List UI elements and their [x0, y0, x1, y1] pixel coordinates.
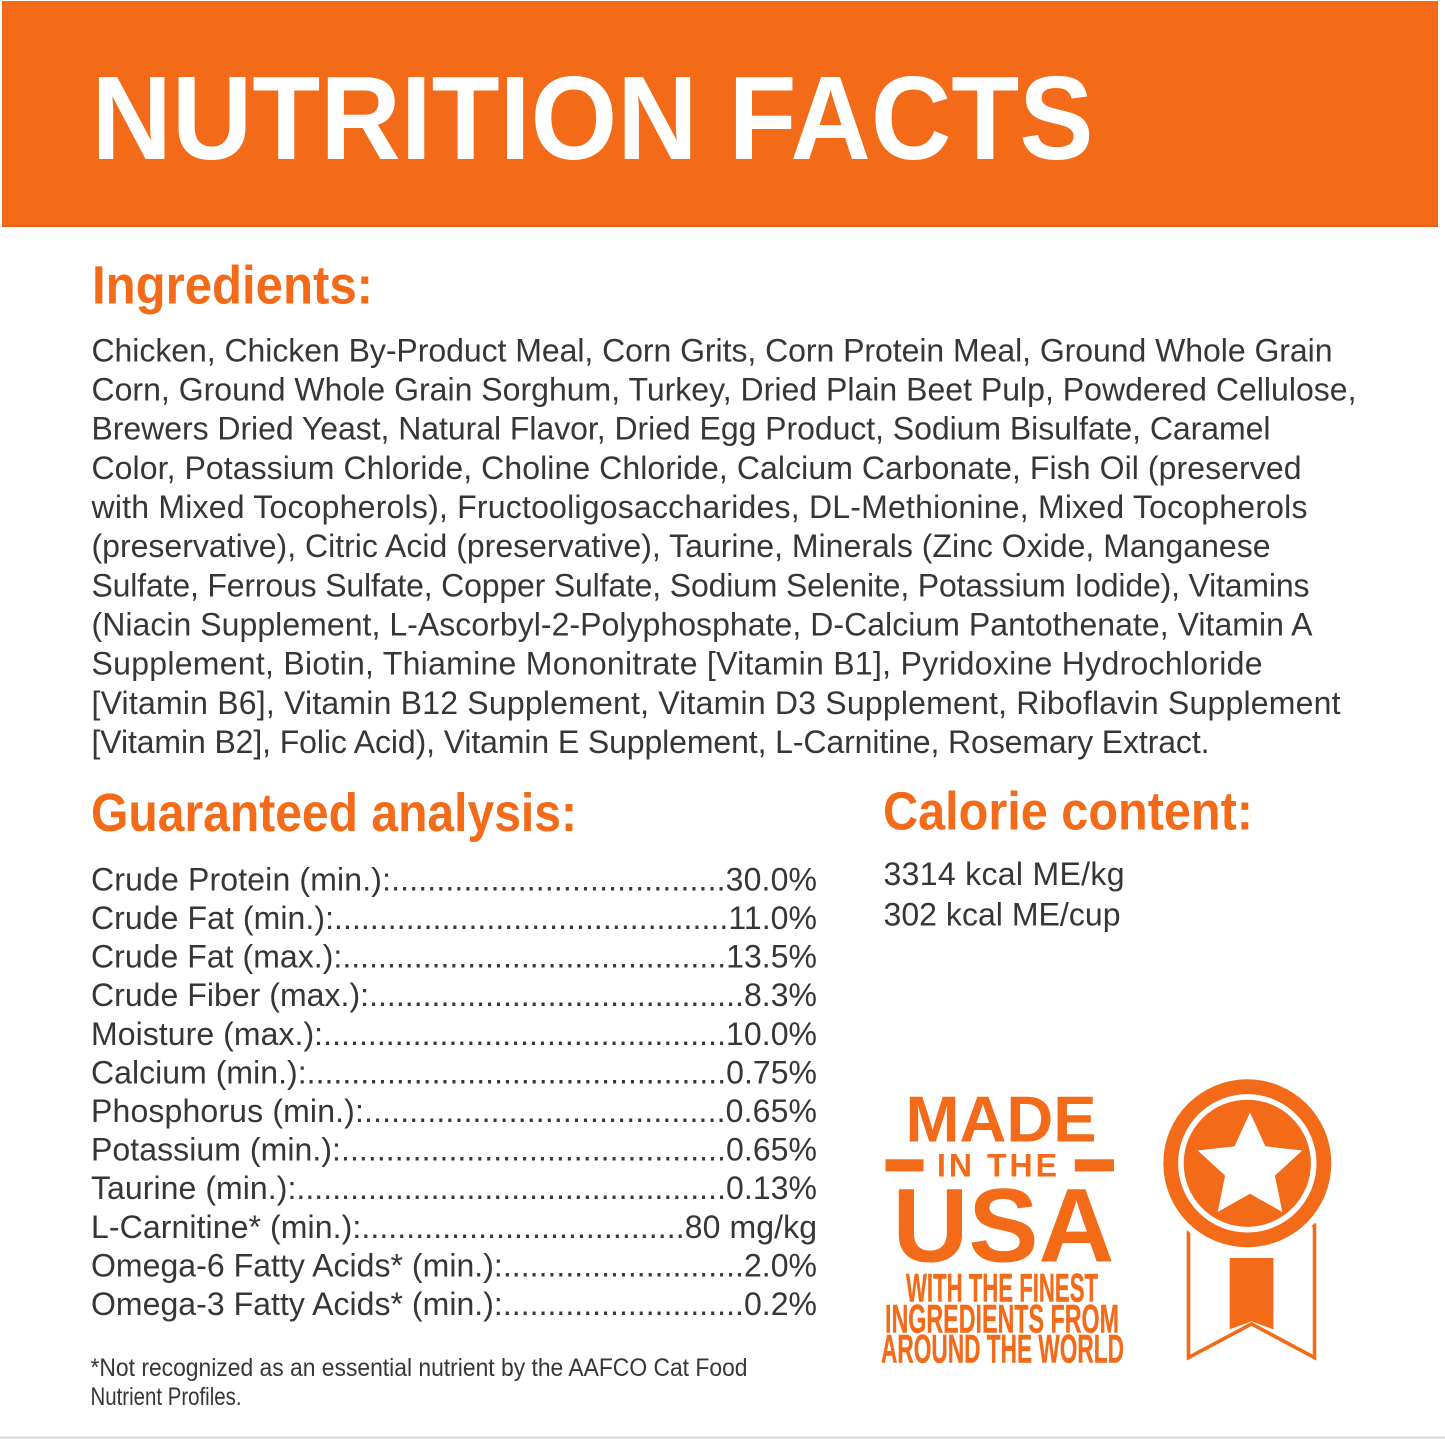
svg-text:NUTRITION FACTS: NUTRITION FACTS: [92, 52, 1094, 185]
svg-text:USA: USA: [893, 1168, 1115, 1285]
svg-text:Crude Fiber (max.):...........: Crude Fiber (max.):.....................…: [91, 977, 817, 1013]
svg-text:Guaranteed analysis:: Guaranteed analysis:: [91, 783, 577, 843]
svg-text:Omega-6 Fatty Acids* (min.):..: Omega-6 Fatty Acids* (min.):............…: [91, 1247, 817, 1283]
svg-text:Color, Potassium Chloride, Cho: Color, Potassium Chloride, Choline Chlor…: [92, 450, 1302, 486]
svg-text:3314 kcal ME/kg: 3314 kcal ME/kg: [884, 856, 1125, 892]
svg-text:*Not recognized as an essentia: *Not recognized as an essential nutrient…: [91, 1354, 748, 1382]
svg-text:[Vitamin B2], Folic Acid), Vit: [Vitamin B2], Folic Acid), Vitamin E Sup…: [92, 724, 1210, 760]
svg-text:Crude Fat (min.):.............: Crude Fat (min.):.......................…: [91, 900, 817, 936]
svg-text:302 kcal ME/cup: 302 kcal ME/cup: [884, 896, 1121, 932]
svg-text:Taurine (min.):...............: Taurine (min.):.........................…: [91, 1170, 817, 1206]
svg-text:(Niacin Supplement, L-Ascorbyl: (Niacin Supplement, L-Ascorbyl-2-Polypho…: [92, 607, 1314, 643]
svg-text:Calcium (min.):...............: Calcium (min.):.........................…: [91, 1054, 817, 1090]
svg-text:Nutrient Profiles.: Nutrient Profiles.: [91, 1383, 242, 1411]
svg-text:Supplement, Biotin, Thiamine M: Supplement, Biotin, Thiamine Mononitrate…: [92, 646, 1263, 682]
svg-text:[Vitamin B6], Vitamin B12 Supp: [Vitamin B6], Vitamin B12 Supplement, Vi…: [92, 685, 1341, 721]
svg-text:Calorie content:: Calorie content:: [883, 782, 1253, 842]
svg-text:Phosphorus (min.):............: Phosphorus (min.):......................…: [91, 1093, 817, 1129]
svg-text:INGREDIENTS FROM: INGREDIENTS FROM: [885, 1297, 1119, 1341]
svg-text:Chicken, Chicken By-Product Me: Chicken, Chicken By-Product Meal, Corn G…: [92, 332, 1333, 368]
svg-text:Omega-3 Fatty Acids* (min.):..: Omega-3 Fatty Acids* (min.):............…: [91, 1286, 817, 1322]
svg-text:AROUND THE WORLD: AROUND THE WORLD: [881, 1328, 1124, 1372]
svg-text:L-Carnitine* (min.):..........: L-Carnitine* (min.):....................…: [91, 1209, 817, 1245]
svg-text:WITH THE FINEST: WITH THE FINEST: [906, 1266, 1098, 1310]
svg-text:Corn, Ground Whole Grain Sorgh: Corn, Ground Whole Grain Sorghum, Turkey…: [92, 372, 1357, 408]
svg-text:(preservative), Citric Acid (p: (preservative), Citric Acid (preservativ…: [92, 528, 1271, 564]
svg-text:Brewers Dried Yeast, Natural F: Brewers Dried Yeast, Natural Flavor, Dri…: [92, 411, 1271, 447]
svg-text:MADE: MADE: [906, 1083, 1097, 1156]
svg-text:Crude Fat (max.):.............: Crude Fat (max.):.......................…: [91, 939, 817, 975]
svg-text:with Mixed Tocopherols), Fruct: with Mixed Tocopherols), Fructooligosacc…: [91, 489, 1308, 525]
svg-text:Moisture (max.):..............: Moisture (max.):........................…: [91, 1016, 817, 1052]
svg-text:Sulfate, Ferrous Sulfate, Copp: Sulfate, Ferrous Sulfate, Copper Sulfate…: [92, 567, 1310, 603]
svg-text:Potassium (min.):.............: Potassium (min.):.......................…: [91, 1132, 817, 1168]
svg-text:IN THE: IN THE: [937, 1147, 1057, 1183]
svg-text:Crude Protein (min.):.........: Crude Protein (min.):...................…: [91, 861, 817, 897]
svg-text:Ingredients:: Ingredients:: [92, 256, 373, 316]
